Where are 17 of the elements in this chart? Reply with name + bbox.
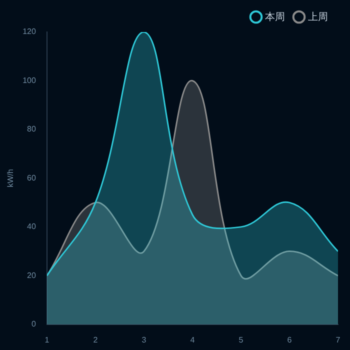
y-tick-label: 80 (27, 124, 36, 134)
y-tick-label: 60 (27, 173, 36, 182)
legend-label: 上周 (308, 10, 328, 23)
x-tick-label: 1 (44, 335, 50, 344)
y-axis-title: kW/h (6, 169, 16, 188)
y-tick-label: 120 (22, 27, 36, 36)
x-tick-label: 3 (142, 335, 147, 344)
y-tick-label: 0 (31, 320, 36, 329)
y-tick-label: 100 (22, 76, 36, 85)
y-tick-label: 20 (27, 270, 36, 280)
x-tick-label: 6 (287, 335, 292, 344)
x-tick-label: 2 (93, 335, 98, 344)
legend-label: 本周 (265, 10, 285, 23)
x-tick-label: 5 (238, 335, 244, 344)
y-tick-label: 40 (27, 222, 36, 232)
x-tick-label: 7 (336, 335, 341, 344)
x-tick-label: 4 (190, 335, 196, 344)
